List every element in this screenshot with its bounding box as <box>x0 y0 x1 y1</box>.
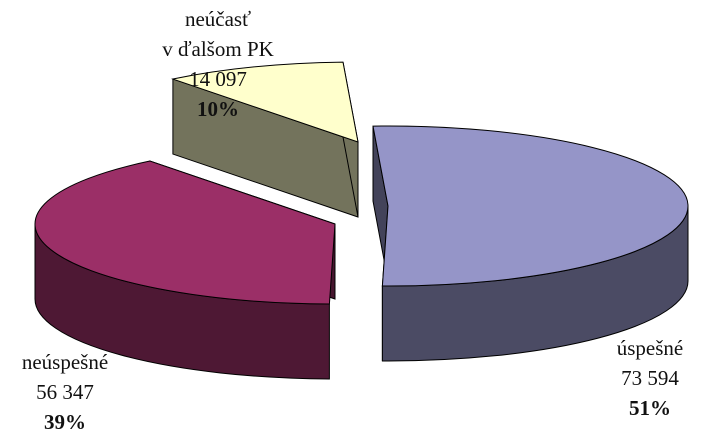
slice-top-non-participation <box>171 61 359 143</box>
slice-label-success: úspešné 73 594 51% <box>600 333 700 423</box>
slice-name: neúspešné <box>21 350 109 374</box>
slice-name: úspešné <box>616 336 684 360</box>
slice-value: 56 347 <box>36 380 94 404</box>
slice-name-line-2: v ďalšom PK <box>162 37 274 61</box>
slice-value: 14 097 <box>189 67 247 91</box>
slice-percent: 39% <box>44 410 86 434</box>
slice-label-failure: neúspešné 56 347 39% <box>0 347 130 437</box>
slice-percent: 51% <box>629 396 671 420</box>
slice-label-non-participation: neúčasť v ďalšom PK 14 097 10% <box>132 4 304 124</box>
pie-slice-tops <box>34 61 689 305</box>
slice-top-failure <box>34 160 336 305</box>
slice-top-success <box>372 125 689 287</box>
slice-name-line-1: neúčasť <box>184 7 252 31</box>
slice-percent: 10% <box>197 97 239 121</box>
slice-value: 73 594 <box>621 366 679 390</box>
